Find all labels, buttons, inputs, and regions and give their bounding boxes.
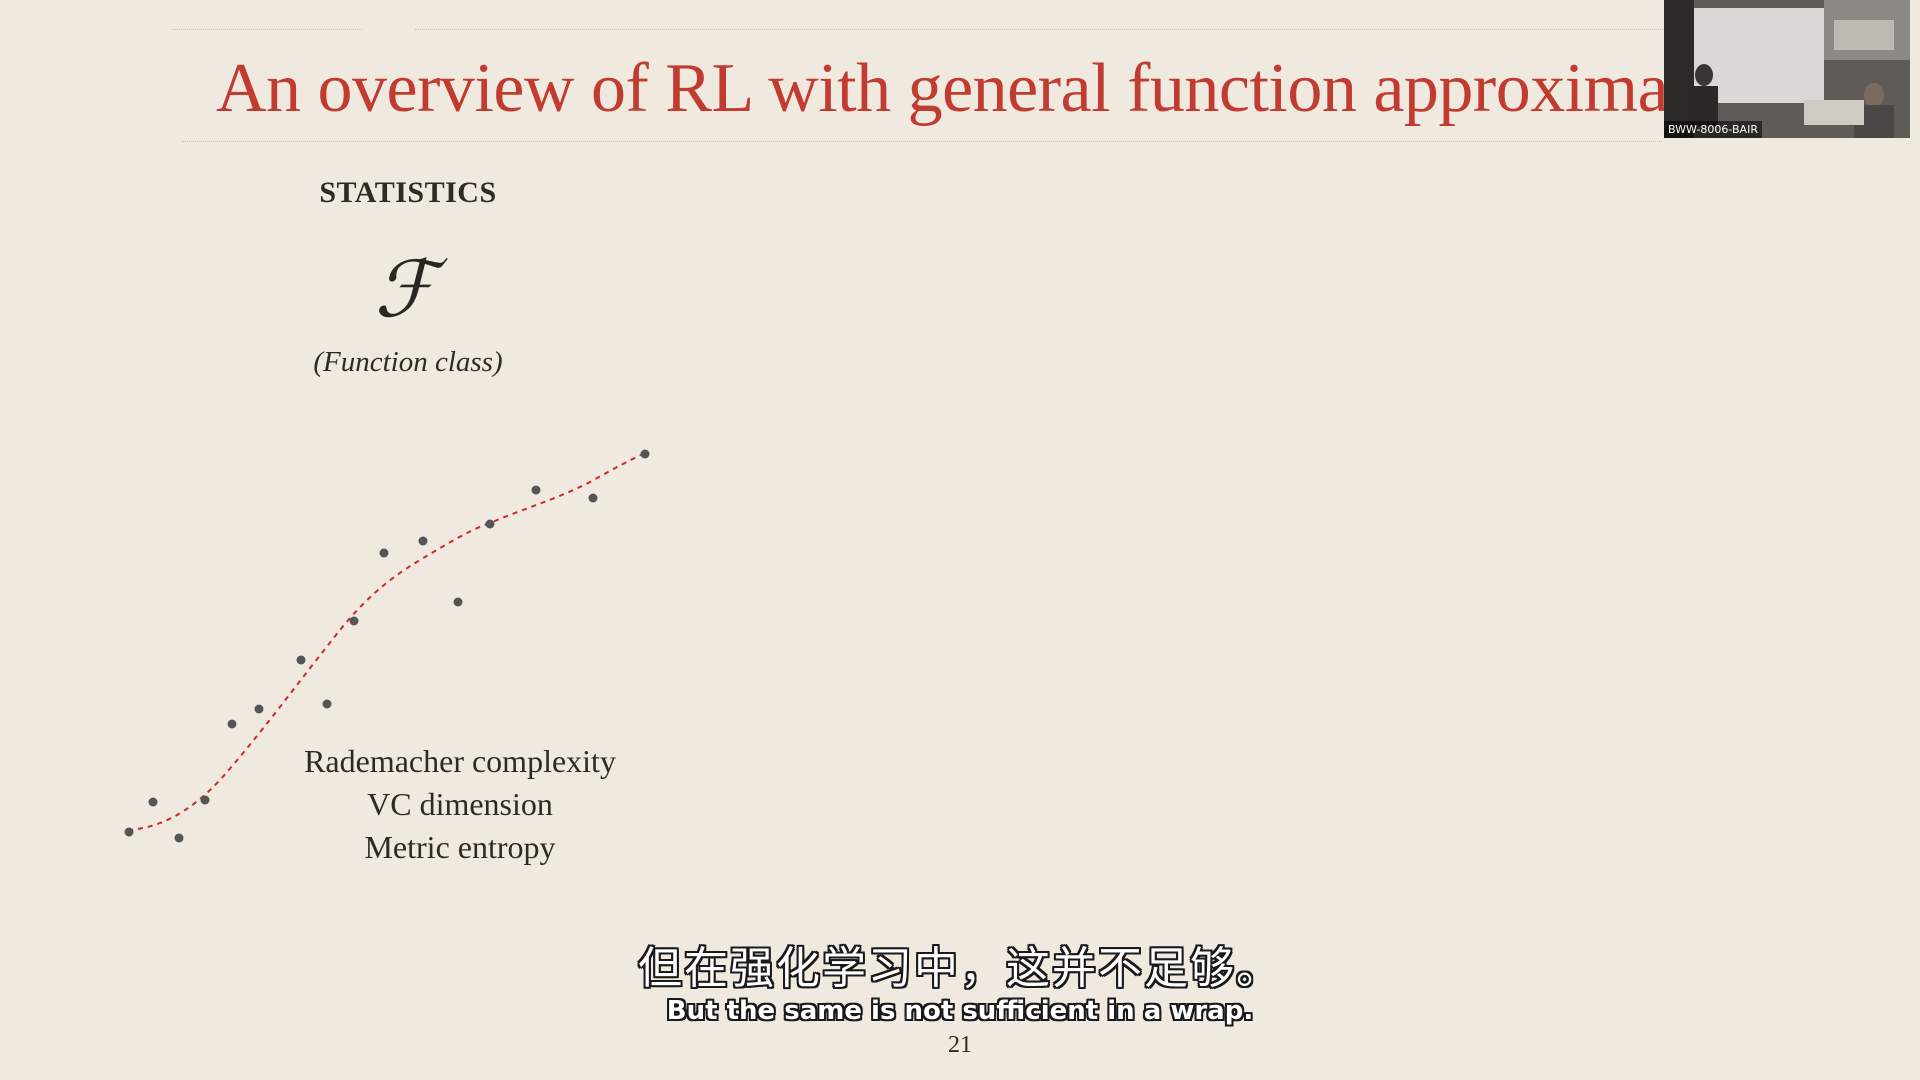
data-point <box>418 536 428 546</box>
measure-vc-dimension: VC dimension <box>367 786 553 822</box>
function-class-symbol: ℱ <box>374 245 436 335</box>
data-point <box>254 704 264 714</box>
slide-title: An overview of RL with general function … <box>216 50 1666 127</box>
data-point <box>227 719 237 729</box>
data-point <box>453 597 463 607</box>
data-point <box>640 449 650 459</box>
video-label: BWW-8006-BAIR <box>1664 121 1762 138</box>
data-point <box>588 493 598 503</box>
speaker-video-thumbnail[interactable]: BWW-8006-BAIR <box>1664 0 1910 138</box>
data-point <box>485 519 495 529</box>
data-point <box>124 827 134 837</box>
regression-illustration <box>124 449 650 843</box>
subtitle-chinese: 但在强化学习中，这并不足够。 <box>638 943 1282 994</box>
data-point <box>531 485 541 495</box>
measure-rademacher: Rademacher complexity <box>304 743 616 779</box>
complexity-measures: Rademacher complexity VC dimension Metri… <box>265 740 655 869</box>
data-point <box>322 699 332 709</box>
data-point <box>349 616 359 626</box>
data-point <box>174 833 184 843</box>
function-class-caption: (Function class) <box>313 346 503 378</box>
page-number: 21 <box>948 1032 972 1058</box>
data-point <box>200 795 210 805</box>
measure-metric-entropy: Metric entropy <box>364 829 556 865</box>
section-heading: STATISTICS <box>319 176 497 209</box>
subtitle-english: But the same is not sufficient in a wrap… <box>666 996 1254 1026</box>
video-frame <box>1664 0 1910 138</box>
data-points <box>124 449 650 843</box>
bottom-rule <box>182 141 1662 142</box>
data-point <box>148 797 158 807</box>
top-rule-left <box>172 29 362 30</box>
fit-curve <box>127 452 646 831</box>
data-point <box>379 548 389 558</box>
data-point <box>296 655 306 665</box>
top-rule-right <box>415 29 1665 30</box>
